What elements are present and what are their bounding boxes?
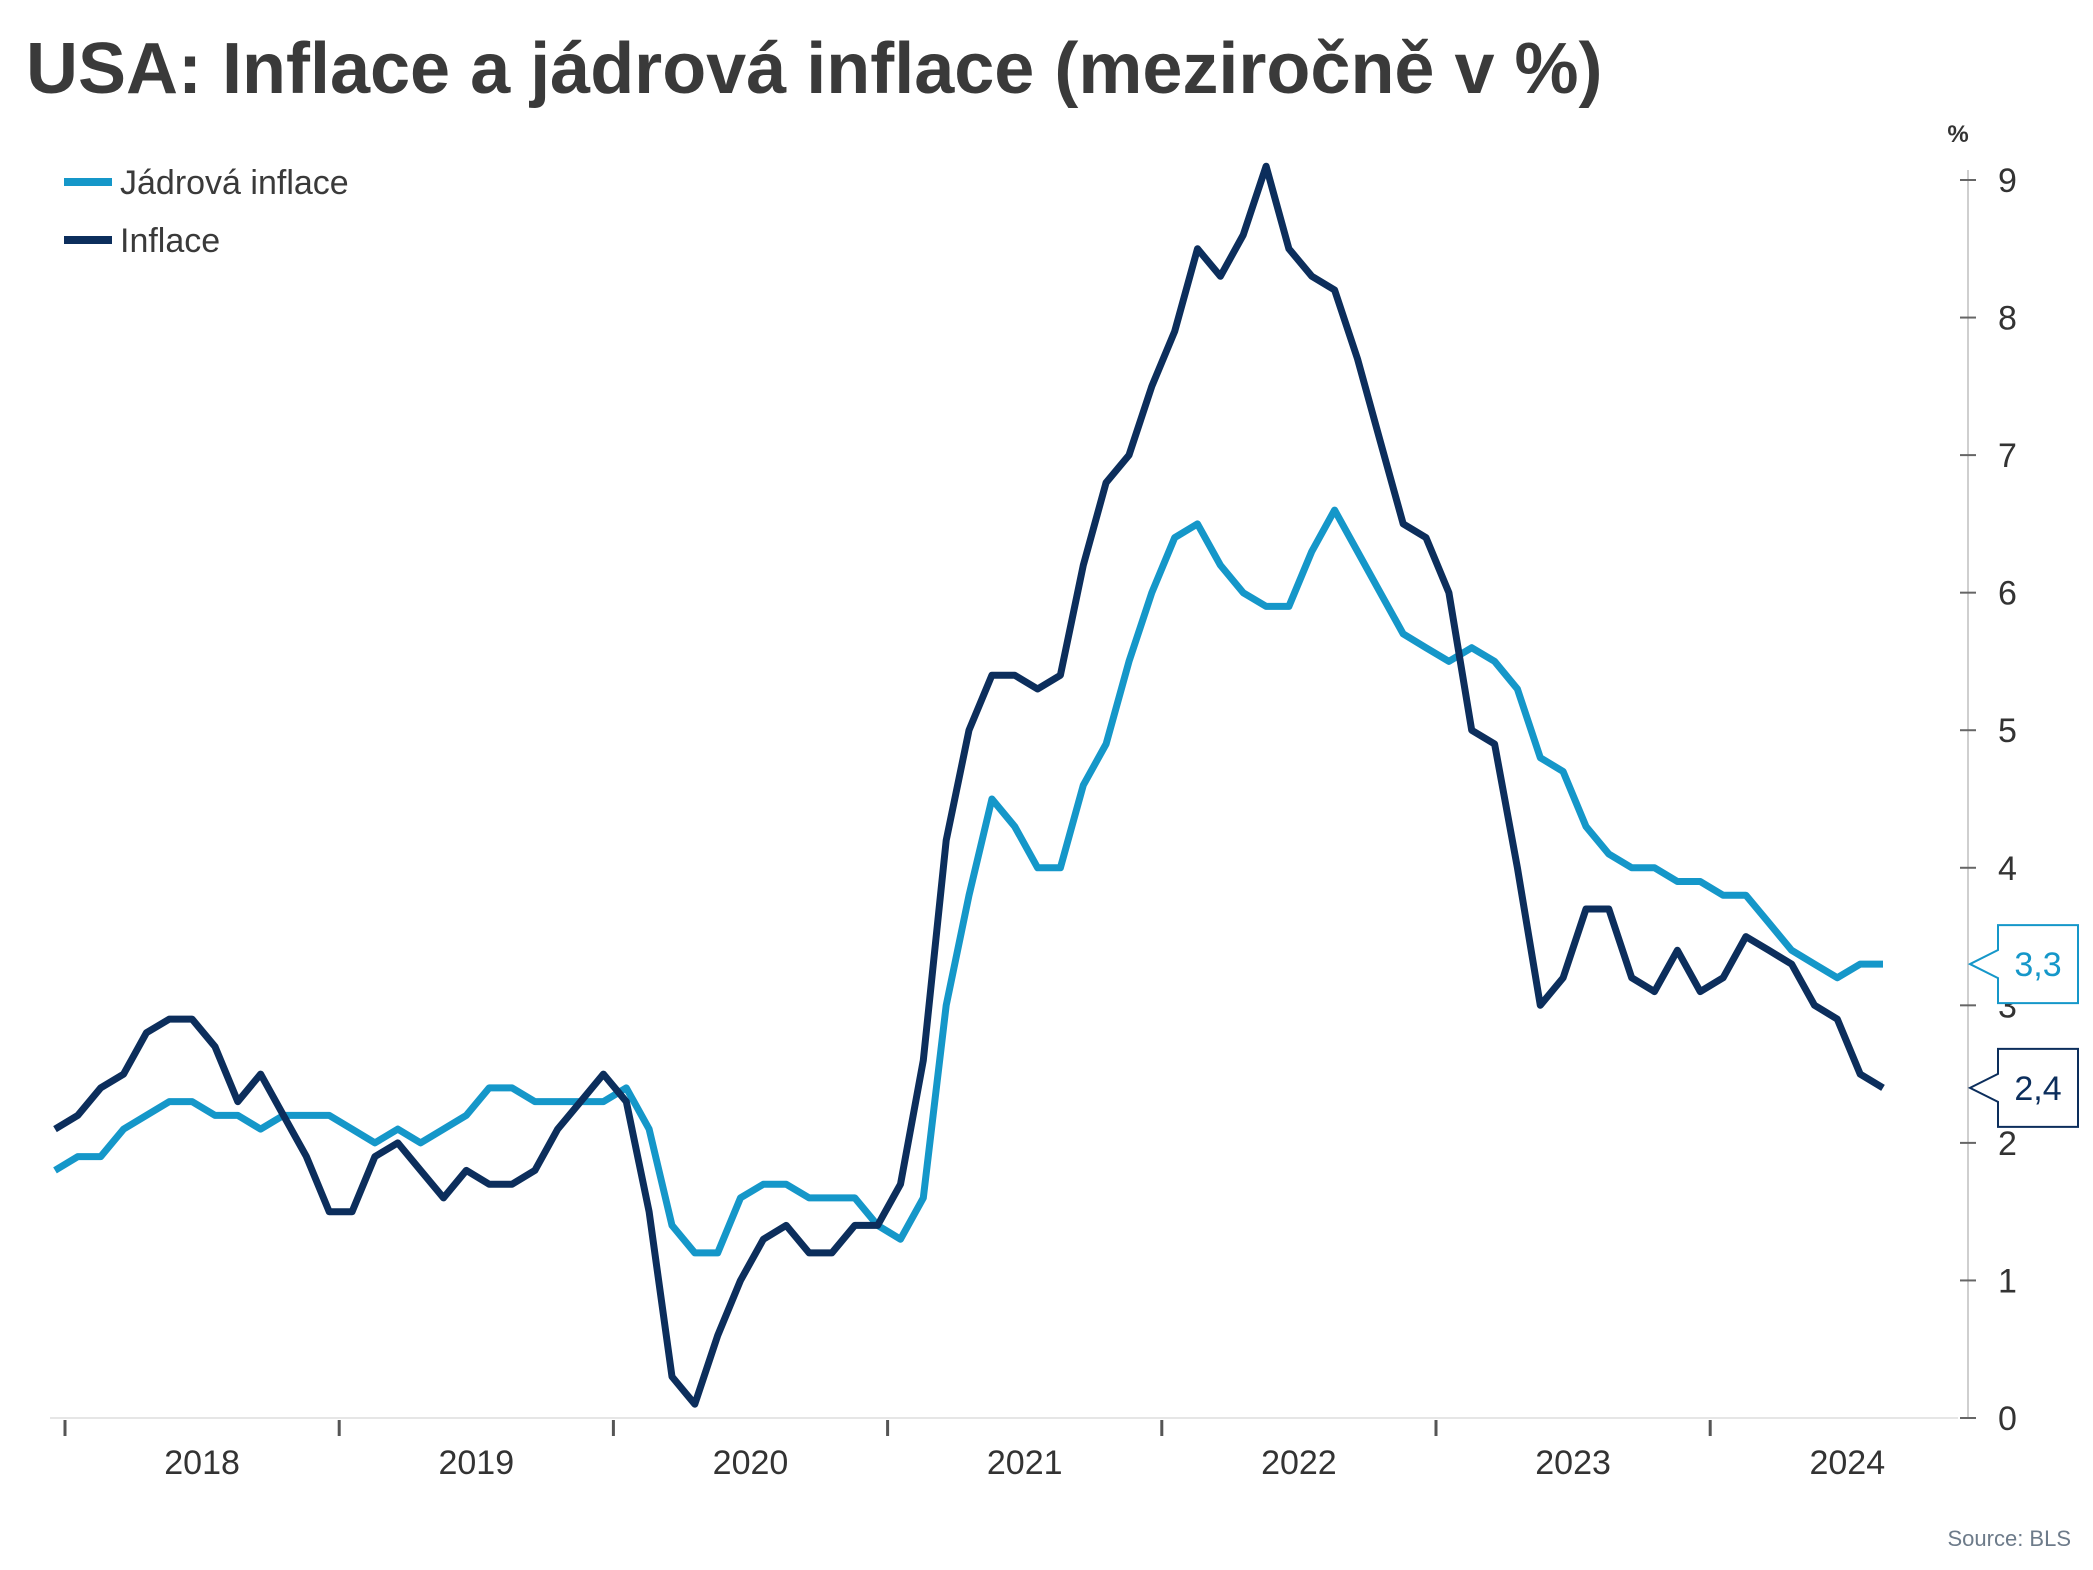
y-tick-label: 2 (1998, 1125, 2017, 1163)
callout-box-headline (1967, 1047, 2079, 1128)
callout-label-core: 3,3 (2014, 946, 2061, 984)
series-lines (53, 162, 1885, 1408)
y-tick-label: 5 (1998, 712, 2017, 750)
series-line-headline (53, 162, 1885, 1408)
y-tick-label: 6 (1998, 575, 2017, 613)
legend: Jádrová inflace Inflace (64, 164, 349, 260)
x-tick-label: 2021 (987, 1444, 1063, 1482)
legend-label-headline: Inflace (120, 222, 220, 260)
x-tick-label: 2019 (438, 1444, 514, 1482)
x-tick-label: 2020 (713, 1444, 789, 1482)
x-tick-label: 2022 (1261, 1444, 1337, 1482)
y-tick-label: 7 (1998, 437, 2017, 475)
legend-label-core: Jádrová inflace (120, 164, 349, 202)
y-tick-label: 4 (1998, 850, 2017, 888)
x-tick-label: 2023 (1535, 1444, 1611, 1482)
y-axis-unit: % (1947, 121, 1968, 148)
callout-label-headline: 2,4 (2014, 1070, 2061, 1108)
x-tick-label: 2024 (1809, 1444, 1885, 1482)
callout-box-core (1967, 924, 2079, 1005)
y-tick-label: 8 (1998, 300, 2017, 338)
x-tick-label: 2018 (164, 1444, 240, 1482)
y-tick-label: 9 (1998, 162, 2017, 200)
end-value-callouts: 3,3 2,4 (1967, 924, 2079, 1128)
y-tick-label: 1 (1998, 1262, 2017, 1300)
source-note: Source: BLS (1947, 1526, 2071, 1551)
y-tick-label: 0 (1998, 1400, 2017, 1438)
series-line-core (53, 506, 1883, 1257)
chart-title: USA: Inflace a jádrová inflace (meziročn… (26, 29, 1603, 109)
